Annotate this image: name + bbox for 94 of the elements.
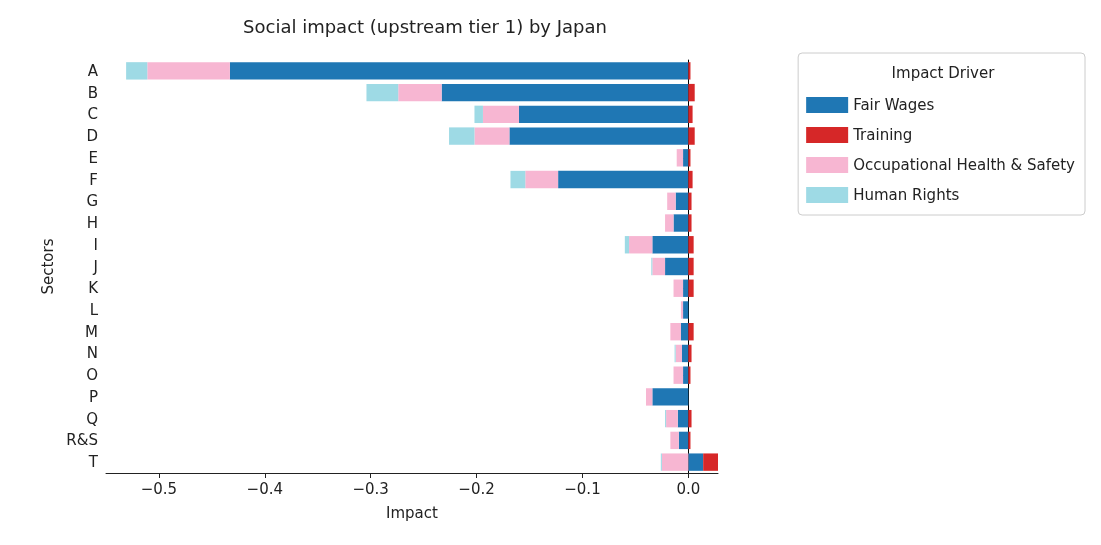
y-tick-label: M — [85, 322, 98, 341]
bar — [670, 323, 681, 341]
y-tick-label: I — [93, 235, 98, 254]
y-tick-label: A — [87, 61, 99, 80]
bar — [646, 388, 653, 406]
y-tick-label: P — [88, 387, 98, 406]
bar — [688, 83, 695, 102]
bar — [652, 236, 689, 254]
bar — [683, 301, 689, 319]
legend-title: Impact Driver — [891, 63, 996, 82]
bar — [673, 214, 689, 232]
bar — [675, 344, 682, 363]
bar — [688, 105, 693, 124]
bar — [482, 105, 519, 124]
y-tick-label: L — [89, 300, 99, 319]
y-tick-label: G — [86, 192, 98, 211]
bar — [703, 453, 718, 471]
bar — [688, 257, 694, 276]
bar — [665, 214, 674, 232]
bar — [558, 170, 689, 189]
bar — [683, 149, 689, 167]
bar — [629, 236, 653, 254]
y-tick-label: K — [88, 279, 100, 298]
bar — [688, 344, 692, 363]
bar — [673, 279, 684, 297]
bar — [677, 409, 689, 428]
y-tick-label: O — [86, 366, 98, 385]
bar — [688, 279, 694, 297]
bar — [688, 149, 691, 167]
y-axis-title: Sectors — [38, 238, 57, 295]
x-tick-label: −0.3 — [352, 479, 389, 498]
bar — [688, 62, 691, 80]
chart-title: Social impact (upstream tier 1) by Japan — [243, 15, 607, 37]
bar — [126, 62, 148, 80]
y-tick-label: T — [87, 453, 99, 472]
bar — [665, 257, 689, 276]
bar — [682, 344, 689, 363]
bar — [449, 127, 475, 145]
bar — [474, 105, 483, 124]
bar — [510, 170, 526, 189]
bar — [688, 366, 691, 384]
legend-label: Occupational Health & Safety — [853, 156, 1076, 174]
x-tick-label: 0.0 — [676, 479, 701, 498]
y-tick-label: N — [86, 344, 98, 363]
bar — [673, 366, 684, 384]
bar — [661, 453, 689, 471]
y-tick-label: F — [89, 170, 98, 189]
bar — [688, 192, 692, 210]
bar — [676, 149, 684, 167]
bar — [666, 409, 678, 428]
bar — [667, 192, 676, 210]
bar — [624, 236, 630, 254]
bar — [688, 214, 692, 232]
x-tick-label: −0.1 — [564, 479, 601, 498]
bar — [683, 366, 689, 384]
y-tick-label: C — [87, 105, 98, 124]
bar — [680, 323, 689, 341]
y-tick-label: B — [87, 83, 98, 102]
bar — [688, 409, 692, 428]
bar — [509, 127, 689, 145]
bar — [683, 279, 689, 297]
legend-label: Human Rights — [853, 186, 960, 204]
bar — [688, 236, 694, 254]
bar — [680, 301, 684, 319]
bar — [670, 431, 679, 450]
x-tick-label: −0.2 — [458, 479, 495, 498]
y-tick-label: E — [88, 148, 98, 167]
x-tick-label: −0.4 — [246, 479, 284, 498]
bar — [518, 105, 689, 124]
bar — [652, 388, 689, 406]
bar — [366, 83, 399, 102]
y-tick-label: R&S — [66, 431, 98, 450]
x-axis-title: Impact — [386, 503, 439, 522]
y-tick-label: J — [92, 257, 98, 276]
bar — [688, 431, 691, 450]
bar — [688, 170, 693, 189]
bar — [474, 127, 510, 145]
bar — [688, 127, 695, 145]
bar — [398, 83, 442, 102]
bar — [678, 431, 689, 450]
bar — [688, 323, 694, 341]
bar — [688, 453, 704, 471]
bar — [441, 83, 689, 102]
bar — [675, 192, 689, 210]
legend-label: Training — [852, 126, 913, 144]
y-tick-label: D — [86, 127, 98, 146]
y-tick-label: H — [86, 214, 98, 233]
legend-label: Fair Wages — [853, 96, 935, 114]
bar — [147, 62, 230, 80]
bar — [525, 170, 559, 189]
bar — [229, 62, 689, 80]
bar — [652, 257, 666, 276]
x-tick-label: −0.5 — [140, 479, 178, 498]
y-tick-label: Q — [86, 409, 98, 428]
